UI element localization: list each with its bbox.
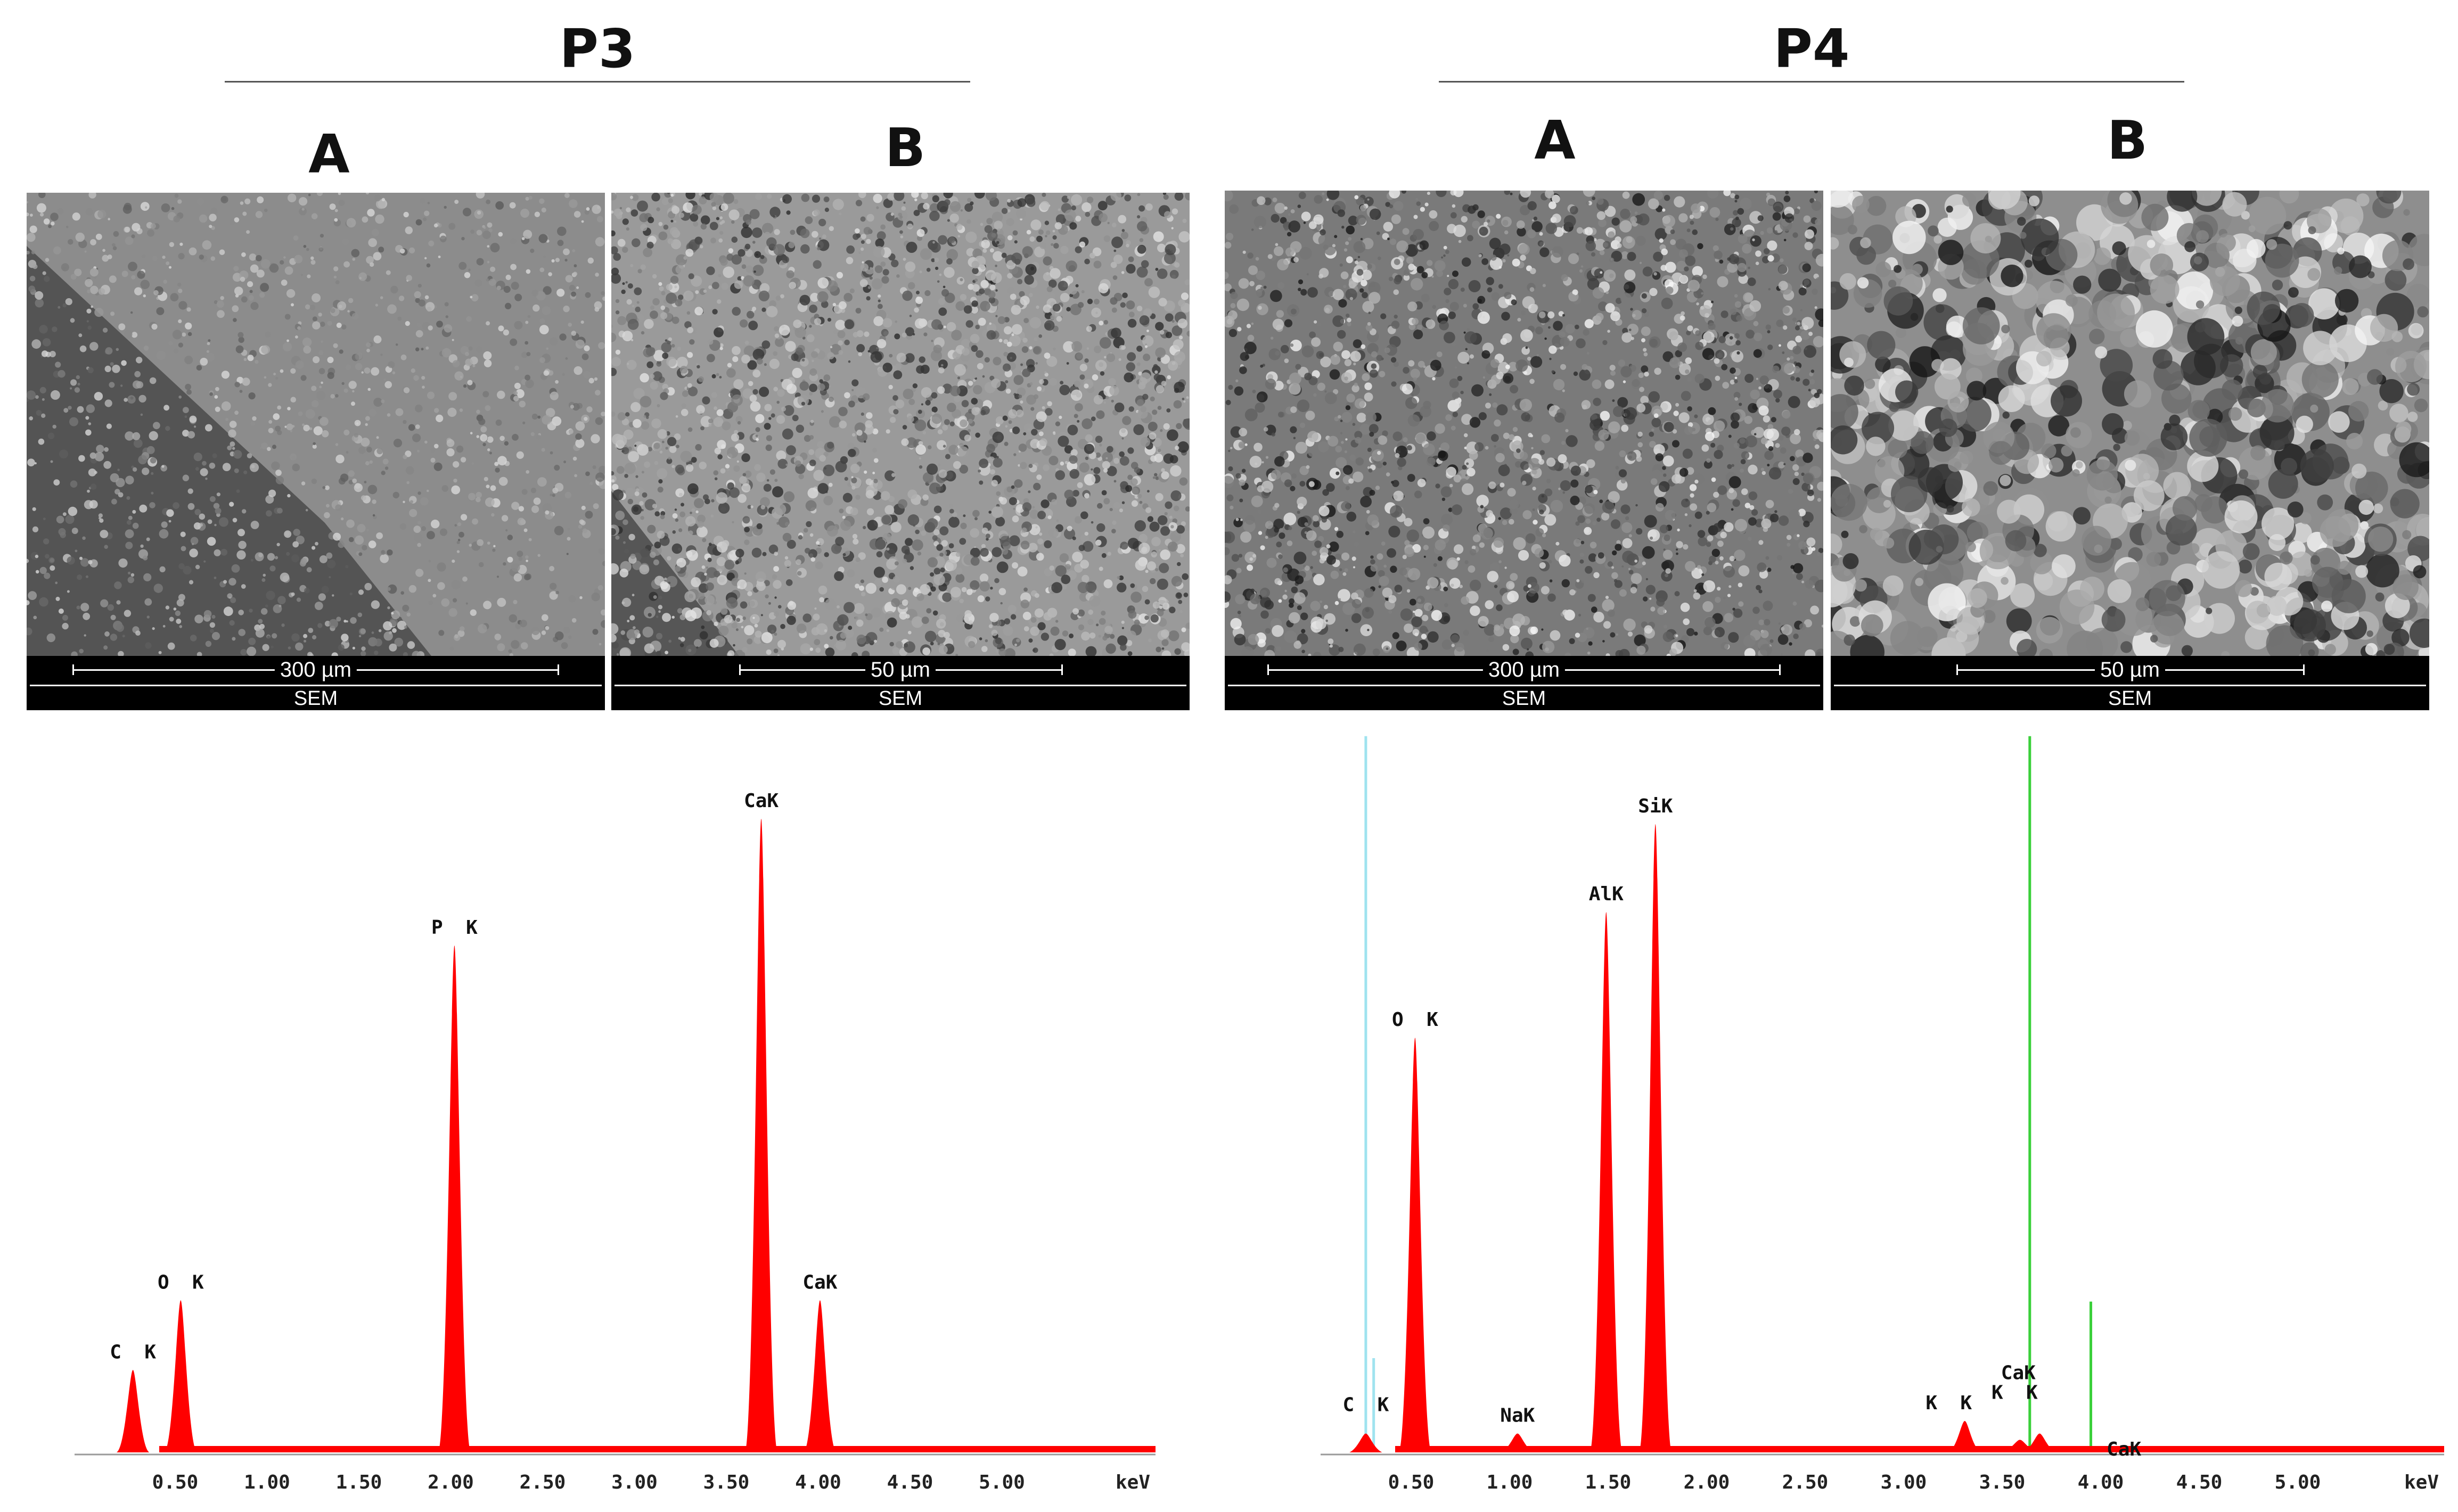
peak-label: C K	[1343, 1394, 1389, 1416]
spectrum-peak	[116, 1370, 150, 1452]
panel-letter-p3-b: B	[884, 117, 926, 179]
axis-unit-label: keV	[2404, 1472, 2439, 1493]
peak-label: CaK	[802, 1271, 837, 1293]
sem-image-p3-a	[27, 193, 605, 656]
tick-label: 3.00	[611, 1472, 658, 1493]
tick-label: 4.50	[887, 1472, 933, 1493]
peak-label: O K	[1392, 1009, 1438, 1031]
tick-label: 4.00	[2078, 1472, 2124, 1493]
group-title-p3: P3	[559, 18, 636, 80]
spectrum-baseline	[1395, 1446, 2444, 1452]
peak-label: K K	[1992, 1382, 2038, 1403]
tick-label: 2.00	[1684, 1472, 1730, 1493]
sem-texture	[1225, 191, 1823, 656]
sem-footer-p4-b: 50 µm SEM	[1831, 656, 2429, 710]
sem-label-p3-b: SEM	[878, 687, 923, 710]
peak-label: CaK	[2107, 1439, 2141, 1460]
sem-footer-p4-a: 300 µm SEM	[1225, 656, 1823, 710]
sem-texture	[611, 193, 1190, 656]
spectrum-peak	[1349, 1433, 1382, 1452]
sem-label-p3-a: SEM	[293, 687, 338, 710]
tick-label: 2.50	[1782, 1472, 1829, 1493]
tick-label: 1.00	[244, 1472, 290, 1493]
sem-label-p4-b: SEM	[2108, 687, 2152, 710]
spectrum-peak	[1589, 912, 1623, 1452]
spectrum-peak	[1639, 824, 1672, 1452]
tick-label: 1.00	[1487, 1472, 1533, 1493]
scale-bar-label-p3-b: 50 µm	[865, 657, 936, 683]
tick-label: 3.00	[1881, 1472, 1927, 1493]
peak-label: P K	[431, 917, 478, 939]
eds-spectrum-p3: 0.50 1.00 1.50 2.00 2.50 3.00 3.50 4.00 4.50 5.00…	[0, 719, 1193, 1512]
spectrum-peak	[1948, 1421, 1981, 1452]
peak-label: K K	[1926, 1392, 1972, 1414]
tick-label: 2.00	[428, 1472, 474, 1493]
sem-image-p4-a	[1225, 191, 1823, 656]
sem-label-p4-a: SEM	[1502, 687, 1546, 710]
eds-spectrum-p4: 0.50 1.00 1.50 2.00 2.50 3.00 3.50 4.00 4.50 5.00…	[1225, 719, 2458, 1512]
peak-label: C K	[110, 1341, 156, 1363]
scale-bar-label-p4-b: 50 µm	[2095, 657, 2165, 683]
spectrum-peak	[438, 946, 471, 1452]
tick-label: 3.50	[1979, 1472, 2026, 1493]
tick-label: 0.50	[152, 1472, 199, 1493]
tick-label: 1.50	[336, 1472, 382, 1493]
tick-label: 1.50	[1585, 1472, 1632, 1493]
spectrum-peak	[1398, 1038, 1432, 1452]
spectrum-peak	[164, 1300, 198, 1452]
group-title-p4: P4	[1773, 18, 1850, 80]
panel-letter-p3-a: A	[308, 123, 350, 185]
sem-texture	[27, 193, 605, 656]
tick-label: 4.50	[2176, 1472, 2223, 1493]
tick-label: 0.50	[1388, 1472, 1435, 1493]
peak-label: CaK	[744, 790, 779, 812]
sem-footer-p3-a: 300 µm SEM	[27, 656, 605, 710]
sem-image-p4-b	[1831, 191, 2429, 656]
spectrum-baseline	[159, 1446, 1156, 1452]
sem-texture	[1831, 191, 2429, 656]
axis-unit-label: keV	[1116, 1472, 1150, 1493]
tick-label: 2.50	[520, 1472, 566, 1493]
peak-label: AlK	[1589, 883, 1624, 905]
scale-bar-label-p3-a: 300 µm	[274, 657, 357, 683]
tick-label: 4.00	[795, 1472, 841, 1493]
sem-image-p3-b	[611, 193, 1190, 656]
panel-letter-p4-a: A	[1534, 109, 1576, 171]
tick-label: 3.50	[703, 1472, 750, 1493]
tick-label: 5.00	[2275, 1472, 2321, 1493]
group-rule-p3	[225, 81, 970, 83]
peak-label: O K	[158, 1271, 204, 1293]
tick-label: 5.00	[979, 1472, 1025, 1493]
peak-label: NaK	[1500, 1405, 1535, 1427]
peak-label: CaK	[2001, 1362, 2036, 1384]
sem-footer-p3-b: 50 µm SEM	[611, 656, 1190, 710]
group-rule-p4	[1439, 81, 2184, 83]
panel-letter-p4-b: B	[2107, 109, 2148, 171]
spectrum-peak	[804, 1300, 837, 1452]
spectrum-peak	[744, 819, 778, 1452]
peak-label: SiK	[1638, 795, 1673, 817]
scale-bar-label-p4-a: 300 µm	[1482, 657, 1566, 683]
